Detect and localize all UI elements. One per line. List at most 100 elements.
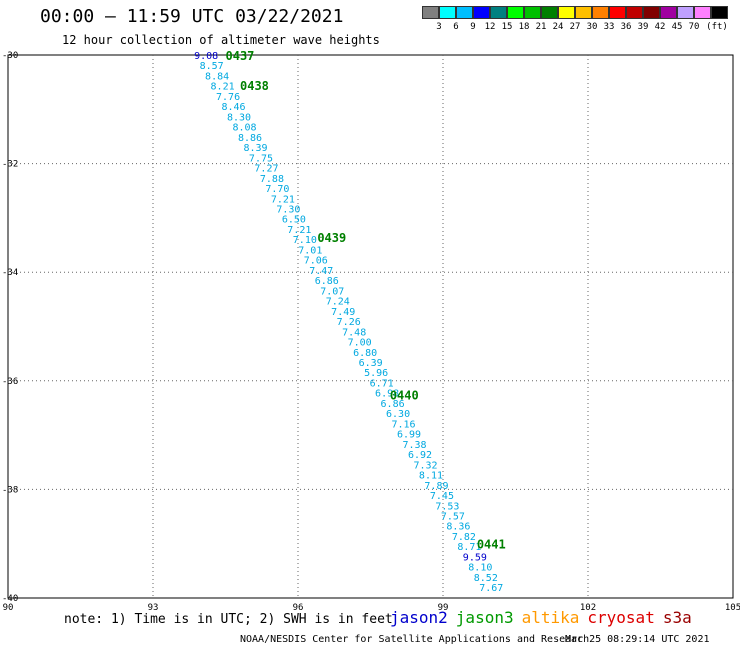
wave-height-value: 7.76: [216, 92, 240, 103]
wave-height-value: 8.71: [457, 542, 481, 553]
wave-height-value: 8.86: [238, 133, 262, 144]
y-tick-label: -34: [2, 268, 18, 278]
wave-height-value: 7.70: [265, 184, 289, 195]
map-frame: [7, 54, 734, 599]
wave-height-value: 6.86: [381, 399, 405, 410]
wave-height-value: 7.21: [287, 225, 311, 236]
colorbar-label: 3: [436, 22, 442, 32]
colorbar-labels: 3 6 9 12 15 18 21 24 27 30 33 36 39 42 45 70 (ft): [422, 22, 740, 34]
colorbar-label: 9: [470, 22, 476, 32]
colorbar-label: 12: [484, 22, 496, 32]
colorbar-swatch: [422, 6, 439, 19]
colorbar-swatch: [473, 6, 490, 19]
wave-height-value: 9.08: [194, 51, 218, 62]
wave-height-value: 6.39: [359, 358, 383, 369]
wave-height-value: 7.53: [435, 501, 459, 512]
wave-height-value: 7.06: [304, 256, 328, 267]
credit-text: NOAA/NESDIS Center for Satellite Applica…: [240, 634, 590, 645]
page-title: 00:00 – 11:59 UTC 03/22/2021: [40, 6, 344, 27]
colorbar-swatch: [592, 6, 609, 19]
wave-height-value: 7.26: [337, 317, 361, 328]
colorbar-swatch: [558, 6, 575, 19]
wave-height-value: 7.00: [348, 338, 372, 349]
wave-height-value: 8.39: [243, 143, 267, 154]
wave-height-value: 7.67: [479, 583, 503, 594]
colorbar-label: 15: [501, 22, 513, 32]
x-tick-label: 99: [438, 603, 449, 613]
colorbar-swatch: [456, 6, 473, 19]
time-label: 0439: [317, 231, 346, 245]
colorbar-swatch: [439, 6, 456, 19]
colorbar-swatch: [609, 6, 626, 19]
wave-height-value: 7.88: [260, 174, 284, 185]
wave-height-value: 6.92: [408, 450, 432, 461]
mission-label-s3a: s3a: [662, 608, 692, 627]
y-tick-label: -36: [2, 377, 18, 387]
colorbar-swatch: [575, 6, 592, 19]
wave-height-value: 7.10: [293, 235, 317, 246]
wave-height-value: 7.21: [271, 194, 295, 205]
time-label: 0440: [390, 388, 419, 402]
wave-height-value: 8.84: [205, 71, 229, 82]
wave-height-value: 6.50: [282, 215, 306, 226]
colorbar-label: 21: [535, 22, 547, 32]
wave-height-value: 7.49: [331, 307, 355, 318]
wave-height-value: 8.30: [227, 112, 251, 123]
colorbar-label: 39: [637, 22, 649, 32]
colorbar-label: 42: [654, 22, 666, 32]
colorbar-swatch: [541, 6, 558, 19]
colorbar-swatch: [524, 6, 541, 19]
mission-label-jason2: jason2: [390, 608, 448, 627]
wave-height-value: 7.38: [402, 440, 426, 451]
colorbar-swatch: [507, 6, 524, 19]
colorbar-label: 27: [569, 22, 581, 32]
wave-height-value: 8.46: [222, 102, 246, 113]
wave-height-value: 7.57: [441, 512, 465, 523]
colorbar-swatch: [490, 6, 507, 19]
wave-height-value: 9.59: [463, 552, 487, 563]
axis-tick-labels: 90 93 96 99 102 105 -30 -32 -34 -36 -38 -40: [2, 51, 740, 613]
wave-height-value: 7.24: [326, 297, 350, 308]
x-tick-label: 105: [725, 603, 740, 613]
x-tick-label: 96: [293, 603, 304, 613]
colorbar-label: 45: [671, 22, 683, 32]
wave-height-value: 7.01: [298, 245, 322, 256]
wave-height-value: 7.27: [254, 164, 278, 175]
wave-height-value: 8.11: [419, 471, 443, 482]
time-label: 0437: [226, 49, 255, 63]
colorbar-label: 18: [518, 22, 530, 32]
wave-height-value: 6.30: [386, 409, 410, 420]
wave-height-value: 5.96: [364, 368, 388, 379]
colorbar-label: (ft): [706, 22, 728, 32]
x-tick-label: 90: [3, 603, 14, 613]
wave-height-value: 7.30: [276, 205, 300, 216]
wave-height-value: 7.07: [320, 286, 344, 297]
wave-height-value: 6.99: [397, 430, 421, 441]
wave-height-value: 8.08: [232, 123, 256, 134]
wave-height-value: 8.52: [474, 573, 498, 584]
colorbar-label: 24: [552, 22, 564, 32]
time-labels: 0437 0438 0439 0440 0441: [226, 49, 506, 552]
mission-label-cryosat: cryosat: [587, 608, 655, 627]
mission-legend: jason2 jason3 altika cryosat s3a: [390, 608, 700, 627]
colorbar-swatch: [694, 6, 711, 19]
time-label: 0438: [240, 79, 269, 93]
wave-height-value: 6.71: [370, 378, 394, 389]
grid-lines: [8, 55, 733, 598]
wave-height-value: 8.36: [446, 522, 470, 533]
time-label: 0441: [477, 538, 506, 552]
y-tick-label: -38: [2, 485, 18, 495]
x-tick-label: 102: [580, 603, 596, 613]
colorbar-label: 33: [603, 22, 615, 32]
y-tick-label: -32: [2, 160, 18, 170]
mission-label-altika: altika: [521, 608, 580, 627]
mission-label-jason3: jason3: [455, 608, 514, 627]
wave-height-value: 7.45: [430, 491, 454, 502]
wave-height-value: 7.75: [249, 153, 273, 164]
wave-height-value: 6.98: [375, 389, 399, 400]
wave-height-value: 6.86: [315, 276, 339, 287]
colorbar-label: 6: [453, 22, 459, 32]
wave-height-value: 7.32: [413, 460, 437, 471]
altimeter-track: 9.088.578.848.217.768.468.308.088.868.39…: [194, 51, 503, 594]
